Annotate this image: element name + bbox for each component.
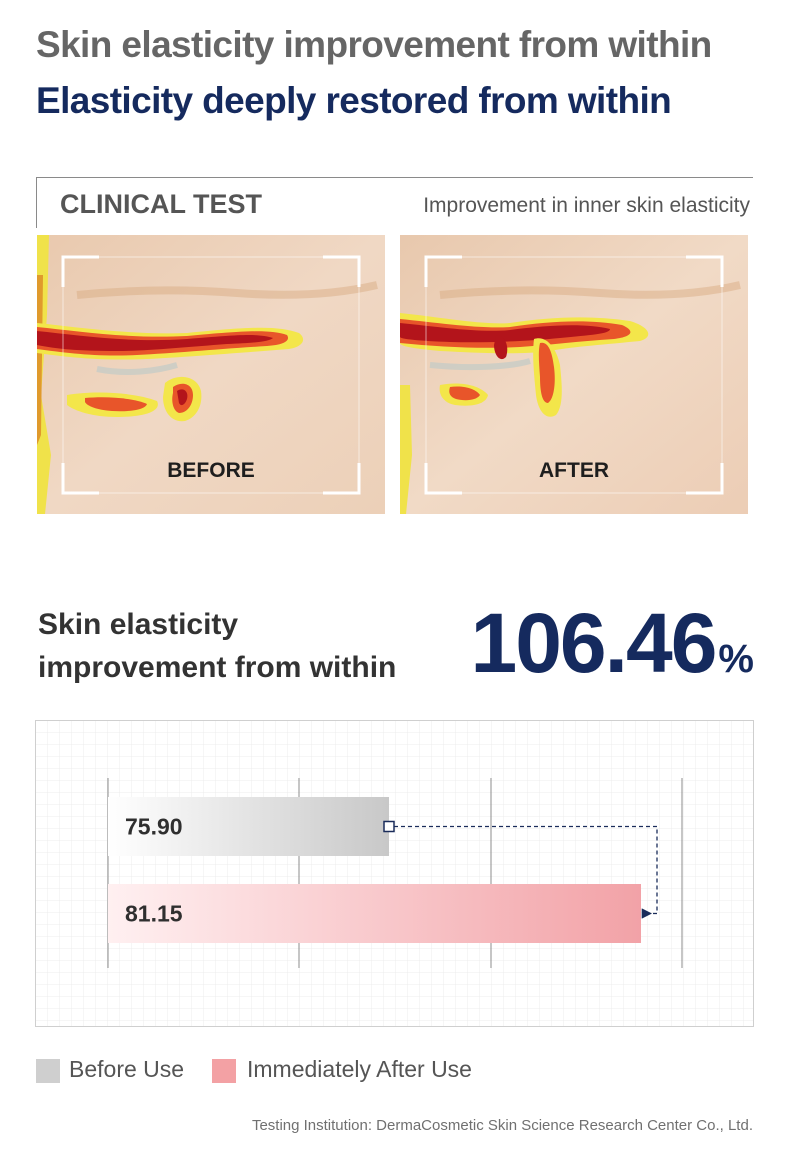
chart-grid bbox=[35, 720, 754, 1027]
bar-before-use bbox=[108, 797, 389, 856]
page-title: Skin elasticity improvement from within bbox=[36, 24, 712, 65]
chart-bars bbox=[108, 797, 641, 943]
clinical-test-description: Improvement in inner skin elasticity bbox=[423, 194, 750, 217]
after-label: AFTER bbox=[539, 459, 609, 482]
elasticity-label: Skin elasticity improvement from within bbox=[38, 603, 396, 689]
testing-institution-note: Testing Institution: DermaCosmetic Skin … bbox=[251, 1117, 753, 1134]
bar-after-use bbox=[108, 884, 641, 943]
clinical-test-frame bbox=[36, 177, 753, 228]
page-subtitle: Elasticity deeply restored from within bbox=[36, 80, 672, 121]
change-connector bbox=[383, 820, 658, 919]
before-skin-image: BEFORE bbox=[37, 235, 385, 514]
connector-start-marker bbox=[383, 820, 395, 833]
chart-value-labels: 75.90 81.15 bbox=[125, 814, 183, 927]
elasticity-label-line1: Skin elasticity bbox=[38, 608, 239, 641]
legend-label-after: Immediately After Use bbox=[247, 1056, 472, 1082]
percent-unit: % bbox=[718, 637, 754, 681]
clinical-test-label: CLINICAL TEST bbox=[60, 189, 262, 219]
elasticity-value: 106.46% bbox=[471, 595, 755, 692]
before-label: BEFORE bbox=[167, 459, 255, 482]
elasticity-bar-chart: 75.90 81.15 bbox=[35, 720, 754, 1027]
elasticity-number: 106.46 bbox=[470, 596, 718, 690]
legend-swatch-before bbox=[36, 1059, 60, 1083]
bar-value-label-1: 81.15 bbox=[125, 901, 183, 927]
elasticity-label-line2: improvement from within bbox=[38, 651, 397, 684]
legend-swatch-after bbox=[212, 1059, 236, 1083]
connector-dashed-line bbox=[394, 825, 658, 919]
legend-label-before: Before Use bbox=[69, 1056, 185, 1082]
bar-value-label-0: 75.90 bbox=[125, 814, 183, 840]
after-skin-image: AFTER bbox=[400, 235, 748, 514]
